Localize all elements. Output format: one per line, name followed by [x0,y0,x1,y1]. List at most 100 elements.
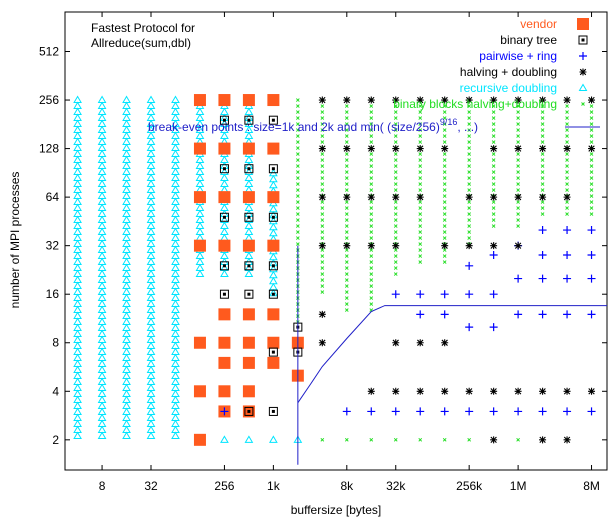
y-tick-label: 4 [52,384,59,398]
data-point [295,104,300,108]
data-point [467,140,472,144]
data-point [171,431,180,440]
data-point [416,145,424,153]
data-point [516,104,520,108]
data-point [344,308,349,312]
data-point [441,387,449,395]
data-point [418,116,423,120]
data-point [268,212,278,222]
data-point [369,182,374,186]
data-point [442,182,447,186]
data-point [295,230,300,234]
break-even-curve [297,305,607,403]
data-point [392,193,400,201]
data-point [242,191,255,204]
data-point [442,170,447,174]
data-point [516,437,520,442]
data-point [369,278,374,282]
data-point [467,218,472,222]
data-point [369,206,374,210]
series-vendor [193,94,304,446]
data-point [491,212,496,216]
data-point [467,176,472,180]
data-point [320,158,325,162]
data-point [343,242,351,250]
data-point [219,289,229,299]
data-point [442,128,447,132]
data-point [563,226,572,235]
data-point [491,170,496,174]
data-point [367,145,375,153]
data-point [343,96,351,104]
data-point [344,152,349,156]
data-point [367,242,375,250]
data-point [320,248,325,252]
data-point [465,323,474,332]
data-point [442,188,447,192]
data-point [393,200,398,204]
data-point [491,116,496,120]
data-point [320,272,325,276]
data-point [416,310,425,319]
data-point [393,206,398,210]
data-point [490,436,498,444]
data-point [491,200,496,204]
y-tick-label: 2 [52,433,59,447]
data-point [320,188,325,192]
data-point [344,254,349,258]
data-point [491,134,496,138]
data-point [318,193,326,201]
data-point [539,96,547,104]
data-point [589,194,594,198]
x-tick-label: 8M [583,479,600,493]
data-point [369,212,374,216]
data-point [490,96,498,104]
data-point [320,278,325,282]
data-point [267,308,280,321]
data-point [295,206,300,210]
data-point [442,122,447,126]
data-point [320,140,325,144]
data-point [295,134,300,138]
data-point [367,407,376,416]
data-point [467,158,472,162]
data-point [267,336,280,349]
data-point [441,96,449,104]
data-point [393,158,398,162]
data-point [540,110,545,114]
legend-marker-binary-blocks-halving-doubling [581,102,585,106]
x-tick-label: 32k [386,479,406,493]
data-point [442,140,447,144]
y-axis-ticks: 2 4 8 16 32 64 128 256 512 [39,45,607,447]
data-point [418,242,423,246]
data-point [295,158,300,162]
data-point [491,122,496,126]
data-point [489,251,498,260]
data-point [418,134,423,138]
data-point [418,254,423,258]
chart-title: Fastest Protocol for [91,21,195,35]
x-tick-label: 256 [214,479,234,493]
data-point [393,212,398,216]
break-even-label-tail: , ...) [457,120,478,134]
data-point [392,339,400,347]
data-point [563,407,572,416]
data-point [539,145,547,153]
data-point [218,336,231,349]
data-point [538,274,547,283]
data-point [465,193,473,201]
x-tick-label: 1M [510,479,527,493]
data-point [418,218,423,222]
data-point [344,206,349,210]
data-point [295,242,300,246]
data-point [540,176,545,180]
data-point [490,387,498,395]
data-point [122,431,131,440]
data-point [344,182,349,186]
data-point [268,164,278,174]
data-point [442,248,447,252]
data-point [344,188,349,192]
data-point [418,170,423,174]
data-point [563,145,571,153]
data-point [369,164,374,168]
